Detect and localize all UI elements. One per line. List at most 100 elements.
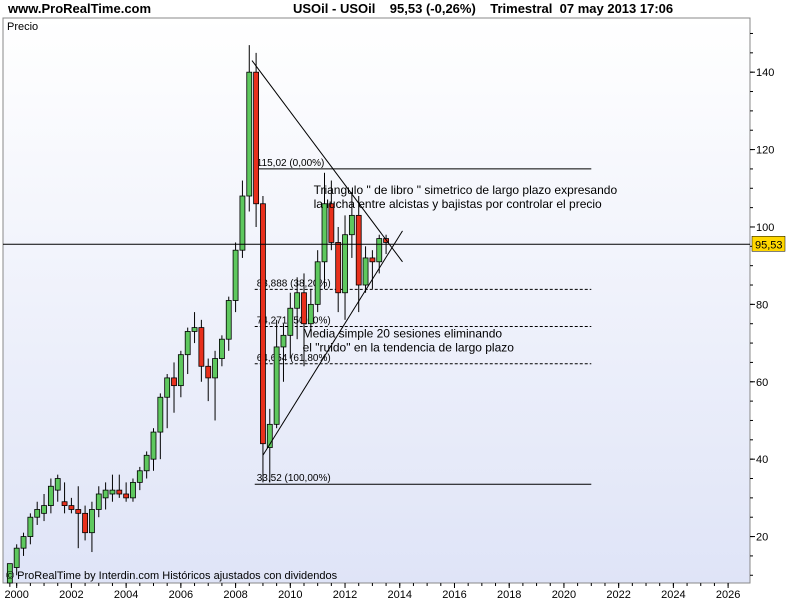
y-tick-label: 40 [756,454,768,466]
candle-body [54,478,61,491]
candle-body [123,493,130,499]
candle-body [246,71,253,197]
x-tick-label: 2022 [606,589,630,600]
candle-body [219,338,225,359]
candle-body [75,509,82,514]
candle-body [232,249,239,301]
candle-body [321,203,328,263]
datetime-label: 07 may 2013 17:06 [559,1,674,16]
x-tick-label: 2020 [552,589,576,600]
y-tick-label: 60 [756,377,768,389]
y-tick-label: 80 [756,299,768,311]
fib-label: 74,271 (50,00%) [257,316,331,327]
candle-body [369,257,376,263]
candle-body [68,505,75,510]
candle-body [253,71,260,205]
trendline [262,230,403,456]
candle-body [287,307,294,336]
candle-body [171,377,177,387]
candle-body [61,501,68,507]
current-price: 95,53 [3,236,786,252]
candle-body [136,470,143,483]
candle-body [225,300,232,340]
candle-body [164,377,171,398]
candle-body [27,516,34,537]
candle-body [89,509,95,534]
title-bar: www.ProRealTime.com USOil - USOil 95,53 … [0,0,800,18]
candle-body [314,261,321,305]
annotations: Triangulo " de libro " simetrico de larg… [303,183,618,354]
fib-label: 33,52 (100,00%) [257,473,331,484]
price-tag [751,236,786,252]
candle-body [362,257,369,286]
price-tag-label: 95,53 [755,239,783,251]
candle-body [273,346,280,425]
candle-body [150,431,157,460]
annotation-text: el "ruido" en la tendencia de largo plaz… [303,340,515,354]
y-tick-label: 120 [756,145,774,157]
candle-body [191,327,198,332]
y-tick-label: 20 [756,532,768,544]
candle-body [355,214,362,286]
x-tick-label: 2002 [59,589,83,600]
candle-body [20,536,27,549]
triangle-lines [251,60,403,456]
y-tick-label: 100 [756,222,774,234]
fib-label: 83,888 (38,20%) [257,278,331,289]
trendline [251,60,403,263]
x-tick-label: 2016 [442,589,466,600]
site-name[interactable]: www.ProRealTime.com [8,1,152,16]
x-tick-label: 2026 [716,589,740,600]
x-tick-label: 2024 [661,589,685,600]
candle-body [348,214,355,236]
x-axis: 2000 2002 2004 2006 2008 2010 2012 2014 2016 2018… [4,583,740,600]
x-tick-label: 2018 [497,589,521,600]
candle-body [376,238,383,263]
candle-body [198,327,205,367]
plot-area [2,17,751,584]
y-tick-label: 140 [756,67,774,79]
candle-body [41,505,47,514]
candle-body [82,512,88,534]
y-axis: 20 40 60 80 100 120 140 [750,32,774,576]
footer-credit: © ProRealTime by Interdin.com Históricos… [6,570,338,582]
candle-body [143,454,150,472]
candle-body [6,563,13,584]
candle-body [307,303,314,325]
x-tick-label: 2004 [114,589,138,600]
x-tick-label: 2000 [4,589,28,600]
price-change-label: 95,53 (-0,26%) [389,1,476,16]
x-tick-label: 2008 [223,589,247,600]
candle-body [184,331,191,356]
candle-body [335,242,342,294]
candle-body [130,481,136,499]
annotation-text: Media simple 20 sesiones eliminando [303,326,503,340]
candle-body [301,292,307,325]
candle-body [34,509,41,518]
period-label: Trimestral [490,1,553,16]
candle-body [13,547,20,568]
candle-body [47,485,54,507]
chart-header: USOil - USOil 95,53 (-0,26%) Trimestral … [293,1,673,16]
symbol-label: USOil - USOil [293,1,376,16]
candle-body [177,354,184,387]
candle-body [260,203,266,445]
fib-label: 115,02 (0,00%) [257,158,325,169]
panel-label: Precio [7,21,38,33]
candle-body [328,203,335,243]
candle-body [116,489,123,495]
fib-label: 64,654 (61,80%) [257,353,331,364]
candle-body [294,292,301,309]
candle-body [342,234,348,294]
annotation-text: la lucha entre alcistas y bajistas por c… [314,197,602,211]
candle-body [205,365,212,379]
candle-body [109,489,116,495]
candle-body [239,195,246,251]
x-tick-label: 2014 [388,589,412,600]
candle-body [157,396,164,433]
candlesticks [6,45,389,587]
candle-body [102,489,109,499]
candle-body [266,423,273,448]
candle-body [95,493,102,510]
